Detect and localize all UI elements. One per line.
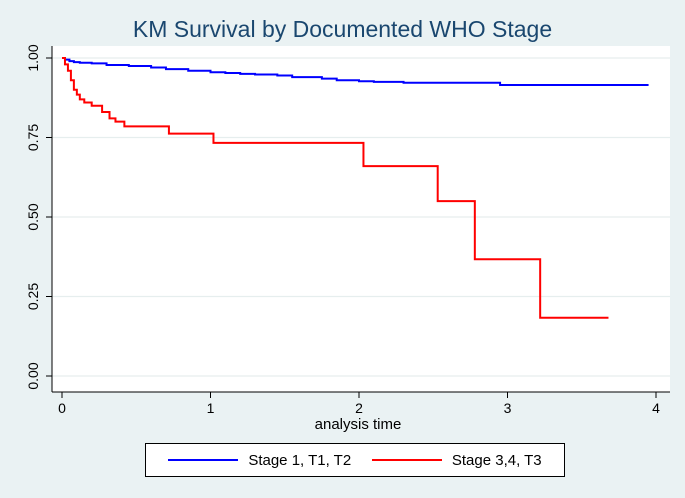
series-line-stage-3: [62, 57, 609, 319]
legend: Stage 1, T1, T2 Stage 3,4, T3: [145, 443, 565, 477]
y-tick-label: 1.00: [25, 44, 41, 71]
y-tick-label: 0.50: [25, 203, 41, 230]
x-tick-label: 1: [207, 400, 215, 416]
x-tick-label: 4: [652, 400, 660, 416]
plot-area: [52, 46, 670, 392]
legend-label-stage-1: Stage 1, T1, T2: [248, 451, 352, 469]
axes: [51, 46, 670, 393]
x-axis-label: analysis time: [315, 416, 402, 433]
x-tick-label: 2: [355, 400, 363, 416]
y-tick-label: 0.75: [25, 124, 41, 151]
legend-label-stage-3: Stage 3,4, T3: [451, 451, 542, 469]
legend-swatch-stage-1: [168, 459, 239, 461]
plot-svg: 0.00 0.25 0.50 0.75 1.00 0 1 2 3 4 analysis time: [25, 44, 670, 433]
ticks: 0.00 0.25 0.50 0.75 1.00 0 1 2 3 4: [25, 44, 660, 416]
x-tick-label: 3: [504, 400, 512, 416]
legend-item-stage-1: Stage 1, T1, T2: [168, 452, 351, 469]
y-tick-label: 0.00: [25, 362, 41, 389]
y-tick-label: 0.25: [25, 283, 41, 310]
legend-item-stage-3: Stage 3,4, T3: [371, 451, 542, 469]
legend-swatch-stage-3: [371, 459, 442, 461]
series-line-stage-1: [62, 57, 649, 87]
chart-title: KM Survival by Documented WHO Stage: [132, 16, 553, 42]
series-lines: [62, 57, 649, 319]
gridlines: [52, 57, 670, 377]
x-tick-label: 0: [58, 400, 66, 416]
